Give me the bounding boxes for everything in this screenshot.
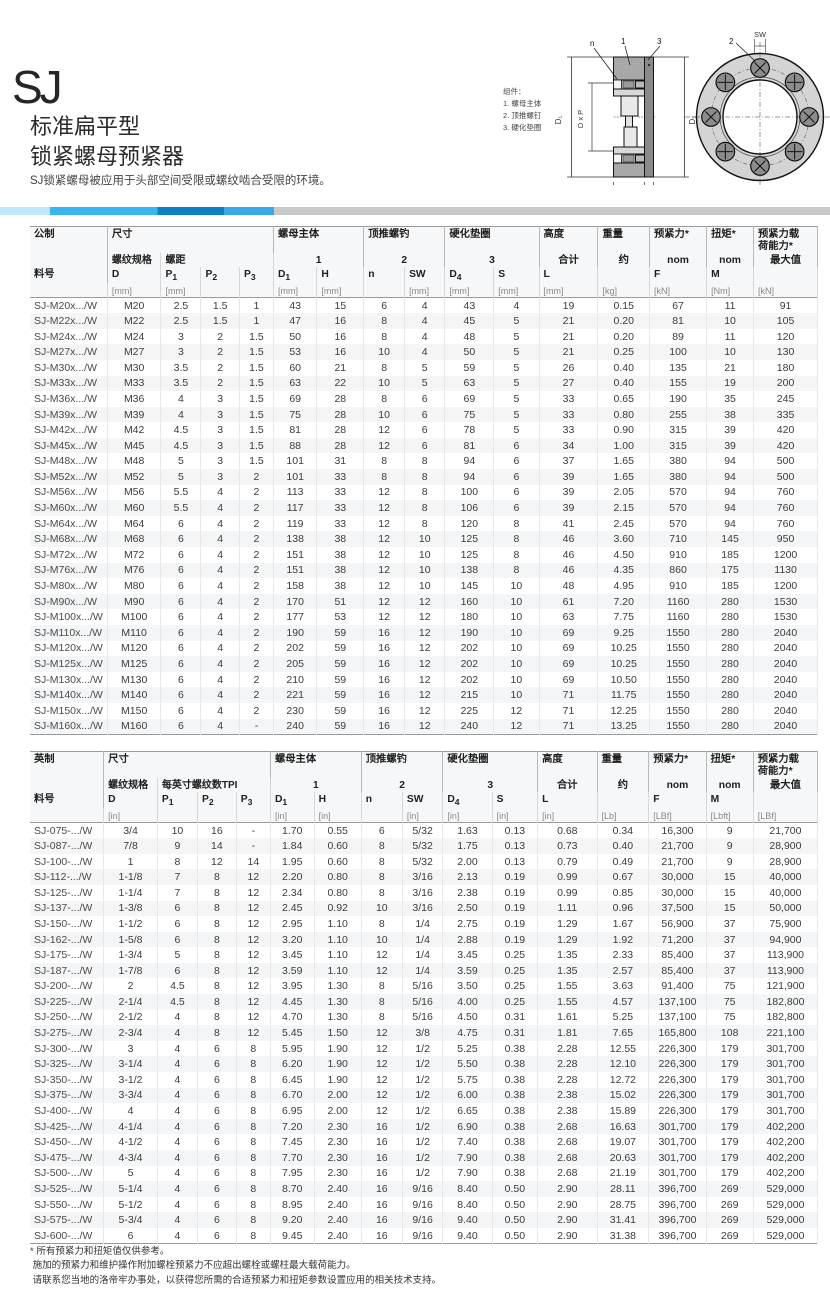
svg-text:2: 2 (729, 37, 734, 46)
svg-text:SW: SW (754, 30, 767, 39)
svg-text:D₁: D₁ (554, 115, 563, 124)
svg-text:3: 3 (657, 37, 662, 46)
svg-text:组件：: 组件： (503, 86, 526, 96)
svg-text:n: n (590, 39, 594, 48)
svg-text:1. 螺母主体: 1. 螺母主体 (503, 98, 542, 108)
svg-text:2. 顶推螺钉: 2. 顶推螺钉 (503, 110, 542, 120)
svg-text:D x P: D x P (576, 110, 585, 128)
svg-text:3. 硬化垫圈: 3. 硬化垫圈 (503, 122, 541, 132)
svg-text:1: 1 (621, 37, 626, 46)
